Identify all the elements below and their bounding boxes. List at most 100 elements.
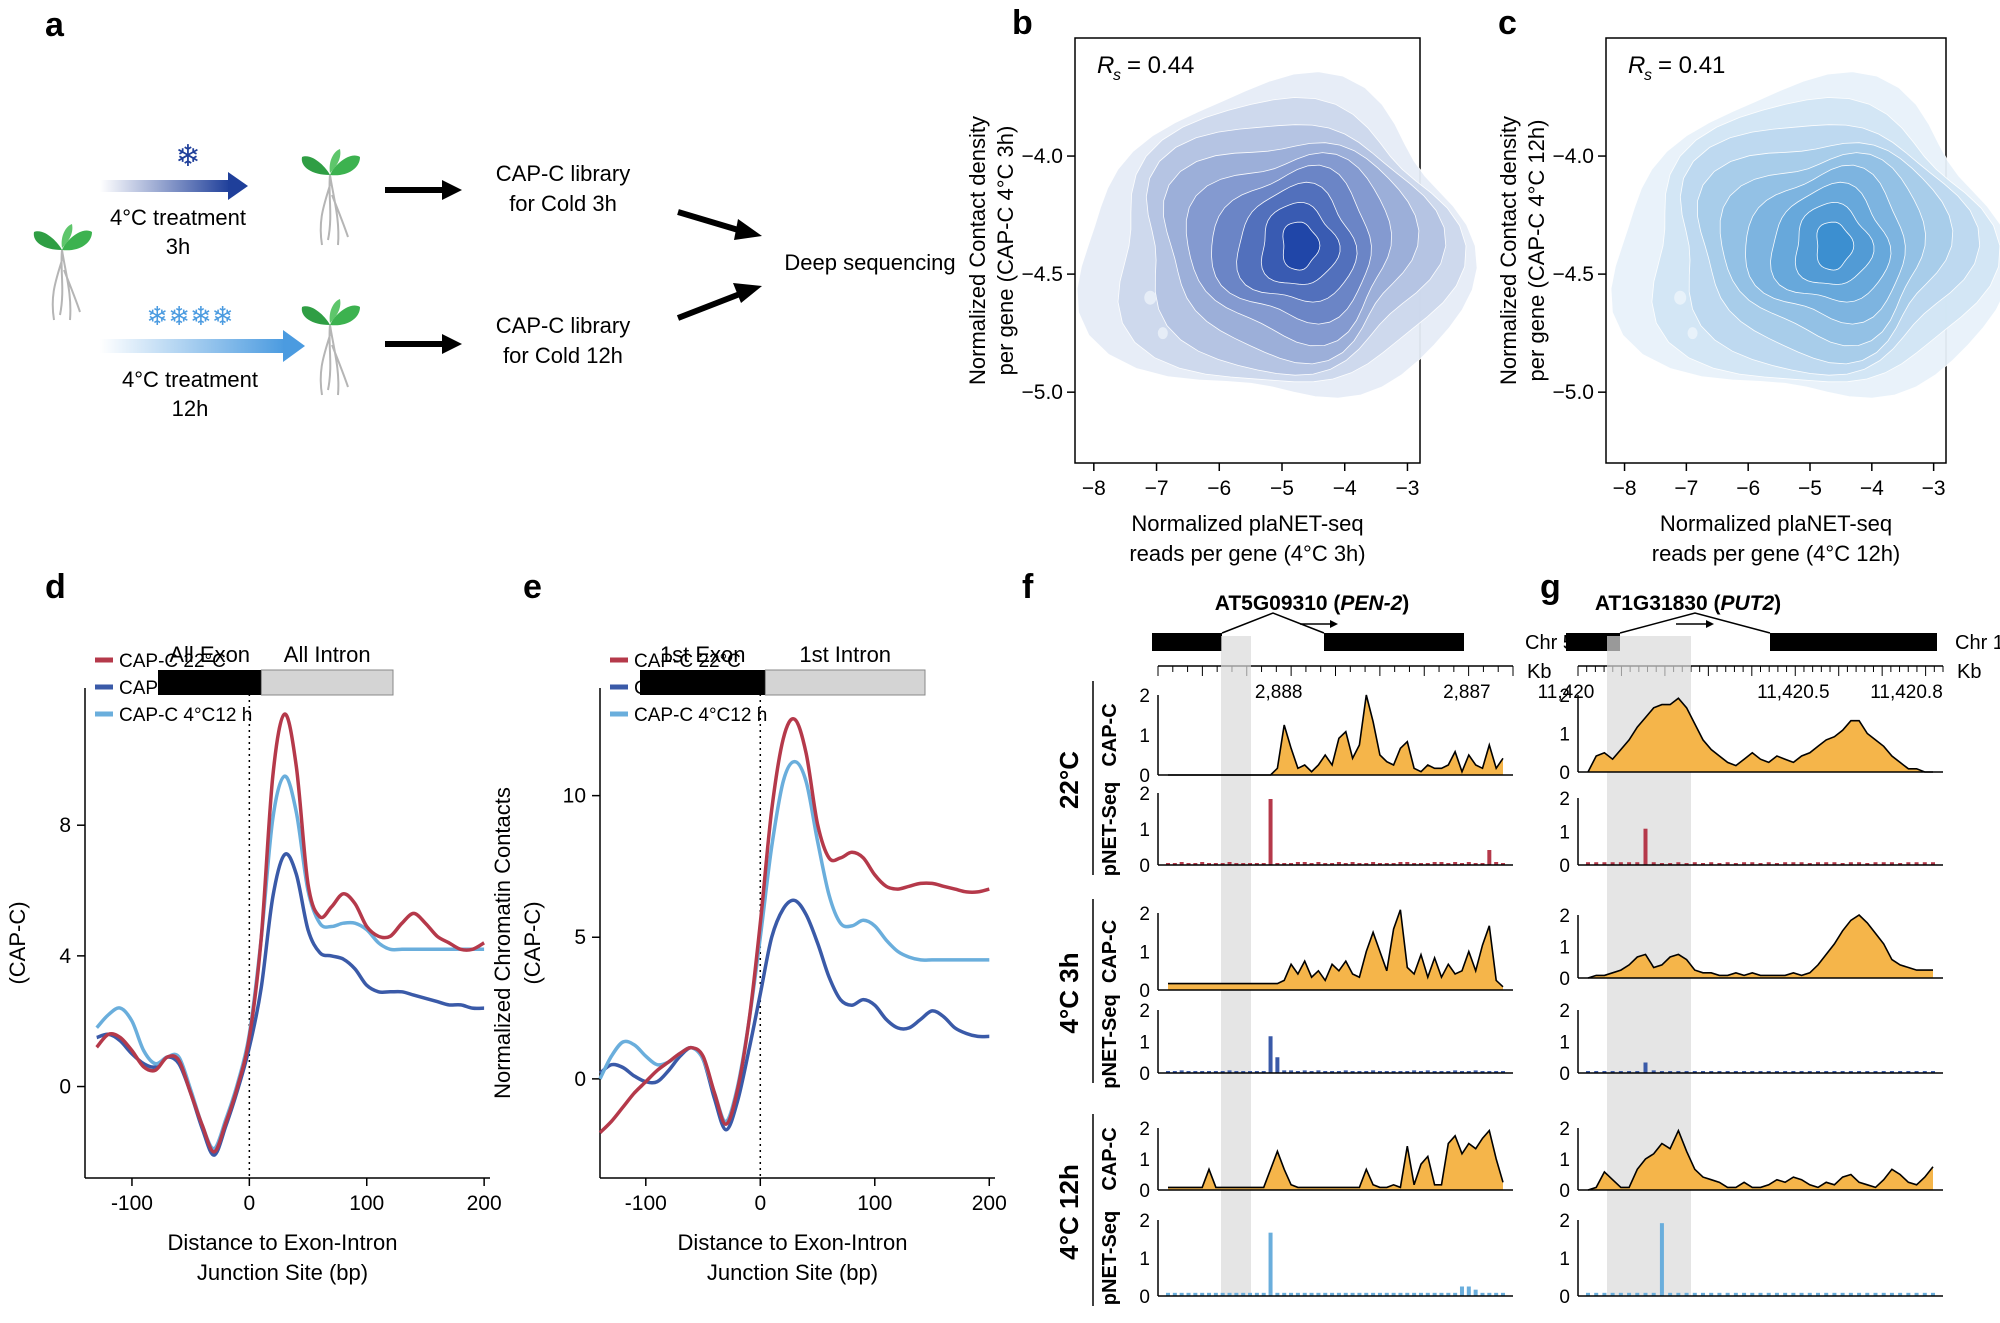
pnet-bar: [1227, 862, 1232, 865]
pnet-bar: [1384, 1292, 1389, 1296]
pnet-bar: [1179, 862, 1184, 865]
pnet-bar: [1193, 863, 1198, 865]
series-line: [95, 774, 485, 1151]
snowflake-icon: ❄: [175, 140, 200, 173]
y-axis-label: per gene (CAP-C 4°C 12h): [1524, 120, 1549, 382]
exon-block: [158, 670, 262, 695]
pnet-bar: [1873, 862, 1878, 865]
capc-tick-label: 2: [1139, 904, 1150, 925]
pnet-bar: [1914, 862, 1919, 865]
capc-tick-label: 2: [1139, 1119, 1150, 1140]
pnet-bar: [1791, 862, 1796, 865]
pnet-bar: [1848, 862, 1853, 865]
pnet-bar: [1357, 863, 1362, 865]
pnet-bar: [1717, 1292, 1722, 1296]
pnet-bar: [1446, 863, 1451, 865]
ruler-coordinate: 2,888: [1255, 682, 1303, 703]
pnet-bar: [1725, 1292, 1730, 1296]
pnet-bar: [1166, 1071, 1170, 1073]
seedling-control-icon: [32, 223, 93, 321]
exon-label: All Exon: [169, 642, 250, 667]
pnet-bar: [1799, 1292, 1804, 1296]
pnet-bar: [1248, 863, 1253, 865]
pnet-bar: [1172, 1071, 1177, 1073]
pnet-bar: [1783, 1071, 1788, 1073]
capc-tick-label: 2: [1559, 1119, 1570, 1140]
pnet-bar: [1459, 863, 1464, 865]
pnet-bar: [1213, 1071, 1218, 1073]
pnet-bar: [1659, 1223, 1664, 1296]
pnet-bar: [1213, 863, 1218, 865]
pnet-bar: [1922, 862, 1927, 865]
y-tick-label: 8: [59, 814, 71, 837]
pnet-bar: [1684, 1071, 1689, 1073]
pnet-bar: [1807, 863, 1812, 865]
pnet-bar: [1282, 1070, 1287, 1073]
pnet-bar: [1398, 862, 1403, 865]
pnet-bar: [1248, 1071, 1253, 1073]
x-tick-label: −5: [1798, 477, 1822, 500]
pnet-bar: [1179, 1292, 1184, 1296]
panel-letter-g: g: [1540, 568, 1561, 606]
x-tick-label: −8: [1613, 477, 1637, 500]
pnet-bar: [1268, 799, 1273, 865]
series-line: [598, 898, 990, 1132]
pnet-bar: [1774, 1071, 1779, 1073]
capc-tick-label: 0: [1559, 969, 1570, 990]
pnet-bar: [1898, 863, 1903, 865]
pnet-bar: [1295, 1292, 1300, 1296]
pnet-bar: [1371, 1070, 1376, 1073]
y-tick-label: 10: [563, 785, 586, 808]
exon-block: [1770, 633, 1937, 651]
pnet-bar: [1494, 862, 1499, 865]
pnet-bar: [1750, 862, 1755, 865]
pnet-bar: [1453, 1070, 1458, 1073]
pnet-bar: [1166, 863, 1170, 865]
cold3h-duration-label: 3h: [166, 234, 190, 259]
rs-subscript: s: [1644, 67, 1652, 84]
pnet-bar: [1643, 828, 1648, 865]
pnet-bar: [1459, 1071, 1464, 1073]
strand-arrow-head: [1330, 620, 1338, 628]
pnet-bar: [1807, 1292, 1812, 1296]
pnet-bar: [1377, 1292, 1382, 1296]
pnet-bar: [1275, 1292, 1280, 1296]
pnet-bar: [1857, 1292, 1862, 1296]
pnet-bar: [1791, 1292, 1796, 1296]
ruler-coordinate: 11,420.8: [1870, 682, 1943, 703]
pnet-bar: [1783, 862, 1788, 865]
ruler-coordinate: 11,420: [1538, 682, 1595, 703]
pnet-bar: [1418, 863, 1423, 865]
pnet-tick-label: 0: [1139, 1064, 1150, 1085]
pnet-tick-label: 1: [1139, 1249, 1150, 1270]
pnet-bar: [1220, 1071, 1225, 1073]
x-axis-label: Normalized plaNET-seq: [1660, 511, 1892, 536]
pnet-bar: [1446, 1071, 1451, 1073]
pnet-bar: [1220, 863, 1225, 865]
condition-label: 4°C 12h: [1054, 1164, 1084, 1260]
pnet-bar: [1865, 863, 1870, 865]
x-tick-label: 100: [857, 1192, 892, 1215]
pnet-bar: [1692, 862, 1697, 865]
pnet-bar: [1289, 863, 1294, 865]
pnet-bar: [1453, 1292, 1458, 1296]
exon-block: [1152, 633, 1222, 651]
capc-signal-area: [1588, 915, 1933, 978]
pnet-bar: [1668, 863, 1673, 865]
pnet-bar: [1323, 1071, 1328, 1073]
density-contour-level: [1282, 221, 1321, 271]
pnet-bar: [1172, 1292, 1177, 1296]
pnet-bar: [1336, 1071, 1341, 1073]
pnet-bar: [1725, 862, 1730, 865]
x-tick-label: −8: [1082, 477, 1106, 500]
x-tick-label: −7: [1674, 477, 1698, 500]
pnet-bar: [1758, 1292, 1763, 1296]
pnet-tick-label: 1: [1139, 820, 1150, 841]
pnet-bar: [1931, 1071, 1935, 1073]
pnet-tick-label: 2: [1139, 1001, 1150, 1022]
pnet-bar: [1889, 862, 1894, 865]
pnet-bar: [1439, 862, 1444, 865]
capc-tick-label: 2: [1559, 686, 1570, 707]
chromosome-label: Chr 5: [1525, 632, 1574, 654]
